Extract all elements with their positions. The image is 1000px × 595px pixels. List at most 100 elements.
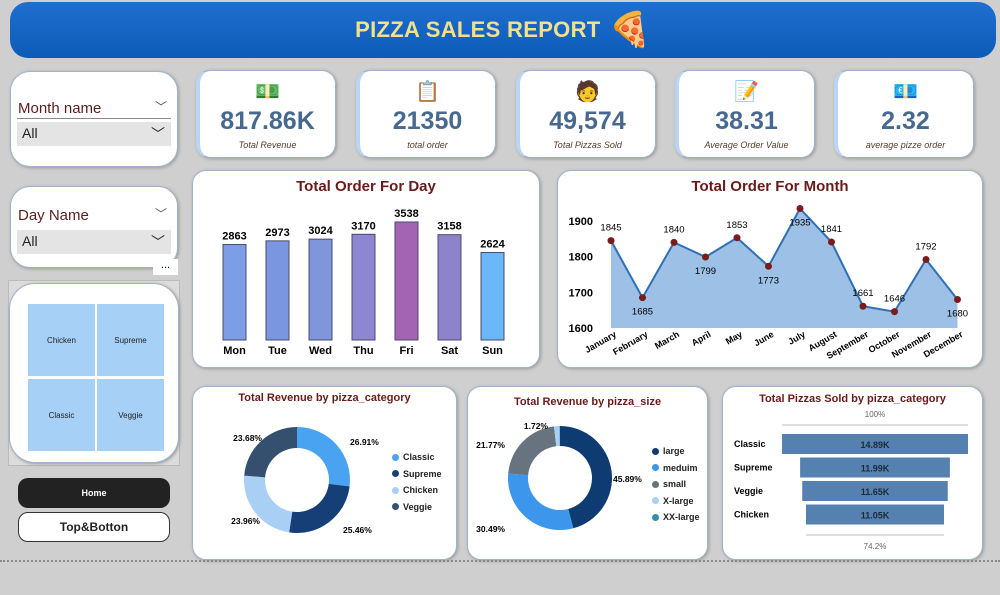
legend-label: Classic [403,452,435,462]
data-point-February[interactable] [639,294,646,302]
legend-swatch [652,447,659,455]
tile-classic[interactable]: Classic [28,379,95,451]
tile-chicken[interactable]: Chicken [28,304,95,376]
chart-title: Total Revenue by pizza_size [513,396,662,408]
chart-title: Total Order For Day [296,178,436,195]
top-bottom-button[interactable]: Top&Botton [18,512,170,542]
cash-icon: 💶 [893,81,918,103]
month-value: All [22,125,38,141]
x-tick-label: Mon [223,345,246,357]
clipboard-icon: 📝 [734,81,759,103]
bar-Mon[interactable] [222,244,247,341]
more-options-button[interactable]: ... [153,259,178,275]
funnel-bar-Supreme[interactable] [800,457,950,478]
kpi-card: 📋 21350 total order [356,70,496,158]
data-point-June[interactable] [765,262,772,270]
slice-Supreme[interactable] [289,483,350,533]
month-slicer[interactable]: Month name ﹀ All ﹀ [10,71,178,167]
slice-Veggie[interactable] [244,427,297,478]
data-point-January[interactable] [607,237,615,245]
y-tick-label: 1600 [569,323,593,335]
data-point-April[interactable] [702,253,709,261]
kpi-card: 💶 2.32 average pizze order [834,70,974,158]
kpi-value: 2.32 [881,107,930,135]
legend-label: Chicken [403,485,439,495]
data-point-November[interactable] [922,256,930,264]
kpi-label: average pizze order [865,140,946,150]
bar-Wed[interactable] [308,238,333,341]
legend-item[interactable]: Veggie [392,502,432,512]
bar-Sun[interactable] [480,251,505,341]
funnel-category-label: Classic [734,439,766,449]
legend-item[interactable]: small [652,479,686,489]
month-dropdown[interactable]: All ﹀ [17,122,171,146]
chevron-down-icon[interactable]: ﹀ [154,207,167,221]
report-title: PIZZA SALES REPORT [355,17,601,42]
bar-value-label: 3024 [308,225,333,237]
data-point-October[interactable] [891,308,898,316]
x-tick-label: March [653,329,681,351]
legend-item[interactable]: XX-large [652,512,700,522]
data-point-August[interactable] [828,238,835,246]
data-label: 1792 [915,242,936,253]
legend-item[interactable]: meduim [652,463,698,473]
funnel-value-label: 11.65K [861,487,890,497]
slice-label: 26.91% [350,437,379,447]
legend-swatch [392,486,399,494]
bar-Tue[interactable] [265,240,290,341]
chevron-down-icon[interactable]: ﹀ [154,100,167,114]
slice-Classic[interactable] [297,427,350,487]
tile-supreme[interactable]: Supreme [97,304,164,376]
slice-label: 45.89% [613,474,642,484]
y-tick-label: 1800 [569,252,593,264]
slice-label: 30.49% [476,524,505,534]
home-button[interactable]: Home [18,478,170,508]
funnel-category-label: Chicken [734,510,769,520]
x-tick-label: Tue [268,345,287,357]
month-slicer-label: Month name [18,100,102,117]
legend-swatch [392,453,399,461]
data-label: 1661 [852,288,873,299]
chevron-down-icon: ﹀ [151,234,165,250]
funnel-bar-Chicken[interactable] [805,504,945,525]
kpi-value: 38.31 [715,107,778,135]
data-point-July[interactable] [796,205,804,213]
funnel-bar-Veggie[interactable] [802,481,948,501]
bar-Thu[interactable] [351,233,376,341]
slice-Chicken[interactable] [244,475,293,533]
slice-small[interactable] [508,426,557,476]
data-label: 1840 [663,224,684,235]
legend-label: XX-large [663,512,700,522]
legend-item[interactable]: X-large [652,496,694,506]
bar-Fri[interactable] [394,221,419,341]
x-tick-label: April [690,329,713,348]
slice-label: 1.72% [524,421,549,431]
data-point-May[interactable] [733,234,741,242]
data-label: 1685 [632,307,653,318]
legend-swatch [652,497,659,504]
kpi-card: 🧑 49,574 Total Pizzas Sold [516,70,656,158]
day-dropdown[interactable]: All ﹀ [17,230,171,254]
data-point-March[interactable] [670,238,678,246]
x-tick-label: February [611,329,649,357]
data-point-September[interactable] [859,302,867,310]
tile-veggie[interactable]: Veggie [97,379,164,451]
data-label: 1935 [789,218,810,229]
chevron-down-icon: ﹀ [151,126,165,142]
slice-X-large[interactable] [553,426,560,447]
data-point-December[interactable] [954,295,961,303]
slice-large[interactable] [560,426,612,529]
day-slicer[interactable]: Day Name ﹀ All ﹀ [10,186,178,268]
legend-item[interactable]: Classic [392,452,435,462]
legend-label: meduim [663,462,698,473]
funnel-bar-Classic[interactable] [782,434,968,454]
data-label: 1680 [947,308,968,319]
legend-item[interactable]: large [652,446,685,456]
bar-Sat[interactable] [437,234,462,341]
legend-item[interactable]: Chicken [392,485,438,495]
legend-swatch [392,470,399,477]
legend-item[interactable]: Supreme [392,469,442,479]
slice-meduim[interactable] [508,473,574,530]
legend-swatch [652,513,659,521]
